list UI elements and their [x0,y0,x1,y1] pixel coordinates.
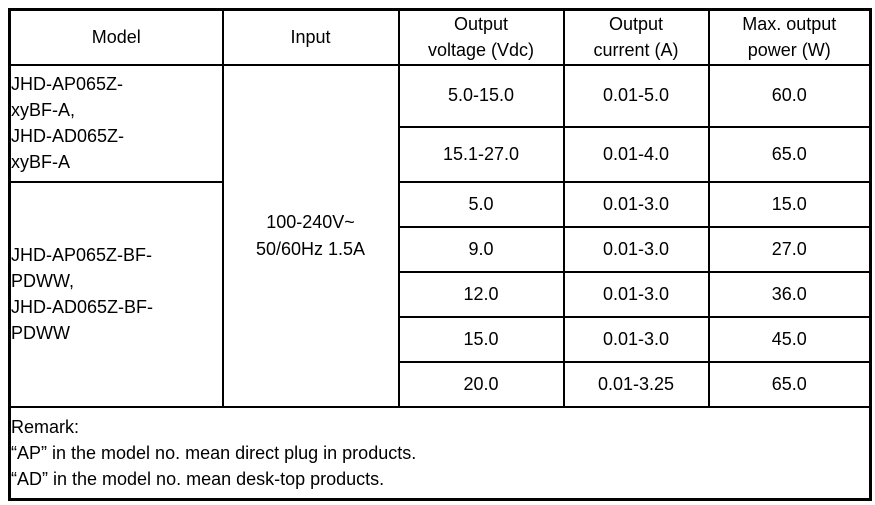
current-cell: 0.01-3.0 [562,225,710,273]
voltage-cell: 15.0 [397,315,565,363]
current-cell: 0.01-3.25 [562,360,710,408]
remark-line-ad: “AD” in the model no. mean desk-top prod… [11,468,385,489]
input-cell: 100-240V~ 50/60Hz 1.5A [221,63,400,408]
col-header-input: Input [221,8,400,66]
voltage-cell: 15.1-27.0 [397,125,565,183]
remark-cell: Remark: “AP” in the model no. mean direc… [8,405,872,501]
col-header-max-output-power: Max. output power (W) [707,8,872,66]
voltage-cell: 5.0 [397,180,565,228]
spec-table: Model Input Output voltage (Vdc) Output … [8,8,872,501]
table-row: 15.1-27.0 0.01-4.0 65.0 [10,125,872,183]
power-cell: 15.0 [707,180,872,228]
table-row: JHD-AP065Z-BF- PDWW, JHD-AD065Z-BF- PDWW… [8,180,872,408]
current-cell: 0.01-3.0 [562,180,710,228]
remark-title: Remark: [11,416,80,437]
power-cell: 45.0 [707,315,872,363]
voltage-cell: 5.0-15.0 [397,63,565,128]
power-cell: 65.0 [707,360,872,408]
current-cell: 0.01-3.0 [562,315,710,363]
table-row: 9.0 0.01-3.0 27.0 [10,225,872,273]
col-header-output-current: Output current (A) [562,8,710,66]
power-cell: 27.0 [707,225,872,273]
table-row: 20.0 0.01-3.25 65.0 [10,360,872,408]
model-group-2-cell: JHD-AP065Z-BF- PDWW, JHD-AD065Z-BF- PDWW [8,180,224,408]
model-group-1-cell: JHD-AP065Z- xyBF-A, JHD-AD065Z- xyBF-A [8,63,224,183]
col-header-output-voltage: Output voltage (Vdc) [397,8,565,66]
current-cell: 0.01-3.0 [562,270,710,318]
voltage-cell: 20.0 [397,360,565,408]
remark-line-ap: “AP” in the model no. mean direct plug i… [11,442,417,463]
power-cell: 65.0 [707,125,872,183]
table-header-row: Model Input Output voltage (Vdc) Output … [8,8,872,66]
voltage-cell: 12.0 [397,270,565,318]
table-row: 12.0 0.01-3.0 36.0 [10,270,872,318]
voltage-cell: 9.0 [397,225,565,273]
current-cell: 0.01-5.0 [562,63,710,128]
power-cell: 36.0 [707,270,872,318]
remark-row: Remark: “AP” in the model no. mean direc… [8,405,872,501]
table-row: 15.0 0.01-3.0 45.0 [10,315,872,363]
current-cell: 0.01-4.0 [562,125,710,183]
table-row: JHD-AP065Z- xyBF-A, JHD-AD065Z- xyBF-A 1… [8,63,872,408]
col-header-model: Model [8,8,224,66]
power-cell: 60.0 [707,63,872,128]
